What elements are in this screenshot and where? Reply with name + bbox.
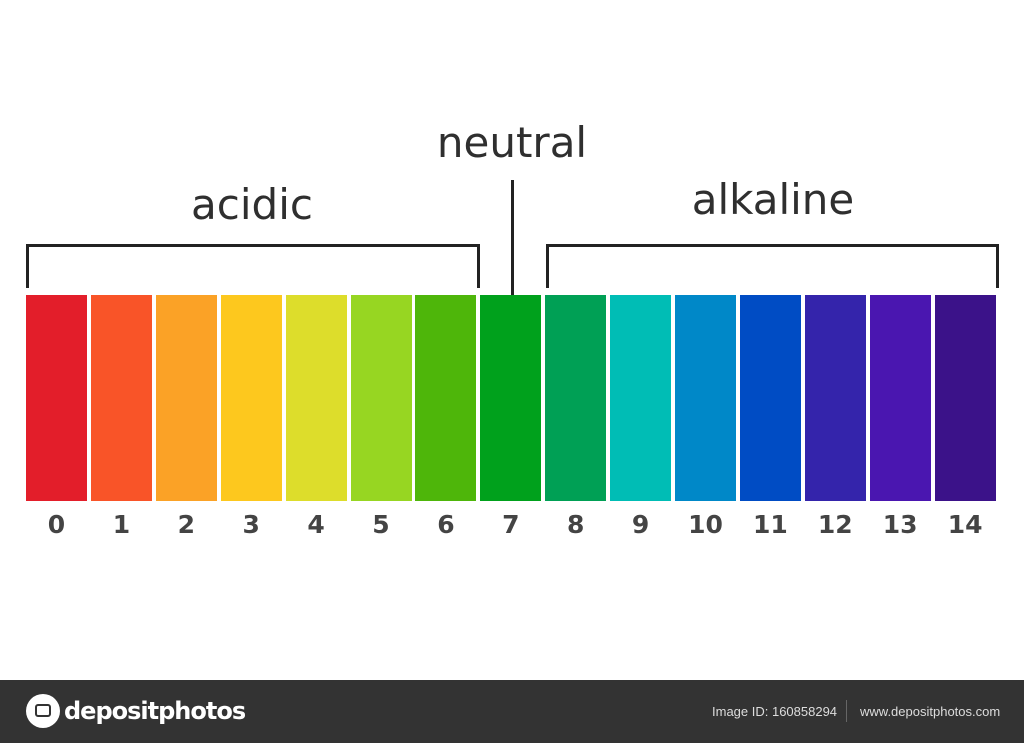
ph-bar-4 <box>285 295 347 501</box>
footer-bar: depositphotos Image ID: 160858294 www.de… <box>0 680 1024 743</box>
image-id: Image ID: 160858294 <box>712 704 838 719</box>
ph-bar-10 <box>675 295 736 501</box>
logo-text: depositphotos <box>64 697 246 725</box>
neutral-label: neutral <box>436 118 588 167</box>
ph-value-label: 4 <box>307 510 325 539</box>
ph-value-label: 9 <box>631 510 650 539</box>
ph-value-label: 8 <box>566 510 585 539</box>
ph-value-label: 10 <box>688 510 723 539</box>
ph-value-label: 14 <box>947 510 983 539</box>
ph-value-label: 11 <box>752 510 788 539</box>
ph-bar-2 <box>155 295 217 501</box>
alkaline-label: alkaline <box>691 175 855 224</box>
ph-bar-11 <box>739 295 801 501</box>
ph-bar-8 <box>545 295 607 501</box>
ph-bar-3 <box>220 295 282 501</box>
ph-bar-6 <box>415 295 477 501</box>
ph-value-label: 2 <box>177 510 195 539</box>
ph-value-label: 5 <box>372 510 390 539</box>
ph-value-label: 13 <box>882 510 918 539</box>
ph-bar-12 <box>804 295 866 501</box>
ph-value-label: 1 <box>112 510 131 539</box>
ph-value-label: 6 <box>437 510 455 539</box>
camera-icon <box>26 694 60 728</box>
depositphotos-logo: depositphotos <box>26 694 246 728</box>
ph-bar-5 <box>350 295 412 501</box>
ph-value-label: 3 <box>242 510 260 539</box>
ph-bar-0 <box>26 295 87 501</box>
site-url: www.depositphotos.com <box>860 704 1001 719</box>
divider <box>846 700 847 722</box>
ph-bar-14 <box>934 295 996 501</box>
ph-bar-13 <box>869 295 931 501</box>
ph-bar-1 <box>90 295 152 501</box>
ph-value-label: 12 <box>817 510 853 539</box>
acidic-label: acidic <box>191 180 313 229</box>
neutral-pointer-line <box>511 180 514 295</box>
ph-value-label: 7 <box>502 510 520 539</box>
ph-value-label: 0 <box>47 510 66 539</box>
ph-bar-9 <box>610 295 672 501</box>
ph-bar-7 <box>480 295 542 501</box>
